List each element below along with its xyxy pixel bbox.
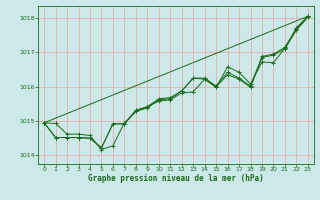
X-axis label: Graphe pression niveau de la mer (hPa): Graphe pression niveau de la mer (hPa) xyxy=(88,174,264,183)
